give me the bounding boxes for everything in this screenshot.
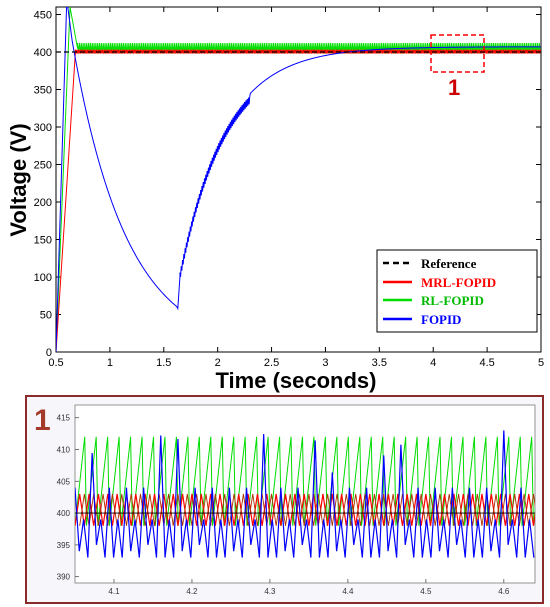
main-y-tick-label: 400 [34,47,52,59]
main-x-tick-label: 1.5 [156,357,171,369]
inset-series-mrl-fopid-line-shadow [79,493,535,526]
main-x-axis-label: Time (seconds) [216,368,377,393]
inset-y-tick-label: 410 [57,446,71,455]
main-y-tick-label: 300 [34,122,52,134]
main-y-axis-label: Voltage (V) [6,123,31,236]
main-x-tick-label: 3.5 [372,357,387,369]
main-y-tick-label: 250 [34,160,52,172]
inset-x-tick-label: 4.4 [342,587,354,596]
main-x-tick-label: 3 [322,357,328,369]
inset-y-ticks: 390 395 400 405 410 415 [57,414,79,582]
main-y-tick-label: 50 [40,310,52,322]
inset-chart: 1 390 395 400 405 410 415 4.1 4.2 4.3 4.4 4.5 4.6 [25,395,544,604]
main-series-group [56,7,541,352]
inset-y-tick-label: 405 [57,477,71,486]
series-fopid-line [56,7,541,352]
main-x-tick-label: 2.5 [264,357,279,369]
main-legend: Reference MRL-FOPID RL-FOPID FOPID [376,249,538,333]
legend-item-rl-fopid: RL-FOPID [383,293,484,308]
inset-x-tick-label: 4.3 [264,587,276,596]
main-x-tick-label: 2 [215,357,221,369]
main-y-ticks: 0 50 100 150 200 250 300 350 400 450 [34,10,541,359]
main-x-tick-label: 4.5 [479,357,494,369]
inset-y-tick-label: 390 [57,573,71,582]
main-chart: 0 50 100 150 200 250 300 350 400 450 0.5 1 1.5 2 2.5 3… [6,6,544,393]
main-y-tick-label: 150 [34,235,52,247]
inset-x-tick-label: 4.5 [420,587,432,596]
zoom-box [430,34,485,73]
legend-label-rl-fopid: RL-FOPID [421,293,484,308]
main-x-tick-label: 5 [538,357,544,369]
inset-x-tick-label: 4.2 [186,587,198,596]
main-x-tick-label: 0.5 [48,357,63,369]
inset-series-fopid-line [75,430,535,558]
inset-series-group [75,430,535,558]
inset-y-tick-label: 395 [57,541,71,550]
zoom-box-label: 1 [448,75,460,100]
legend-item-mrl-fopid: MRL-FOPID [383,275,496,290]
inset-y-tick-label: 415 [57,414,71,423]
legend-label-fopid: FOPID [421,312,461,327]
inset-x-tick-label: 4.6 [498,587,510,596]
main-x-tick-label: 1 [107,357,113,369]
legend-item-fopid: FOPID [383,312,461,327]
legend-item-reference: Reference [383,256,477,271]
main-y-tick-label: 100 [34,272,52,284]
main-y-tick-label: 450 [34,10,52,22]
legend-label-reference: Reference [421,256,477,271]
main-y-tick-label: 0 [46,347,52,359]
inset-label: 1 [34,404,51,437]
inset-series-rl-fopid-line [75,436,535,526]
inset-x-tick-label: 4.1 [108,587,120,596]
main-y-tick-label: 350 [34,85,52,97]
inset-y-tick-label: 400 [57,509,71,518]
main-x-ticks: 0.5 1 1.5 2 2.5 3 3.5 4 4.5 5 [48,7,544,369]
main-x-tick-label: 4 [430,357,436,369]
main-y-tick-label: 200 [34,197,52,209]
legend-label-mrl-fopid: MRL-FOPID [421,275,496,290]
inset-x-ticks: 4.1 4.2 4.3 4.4 4.5 4.6 [108,579,510,596]
